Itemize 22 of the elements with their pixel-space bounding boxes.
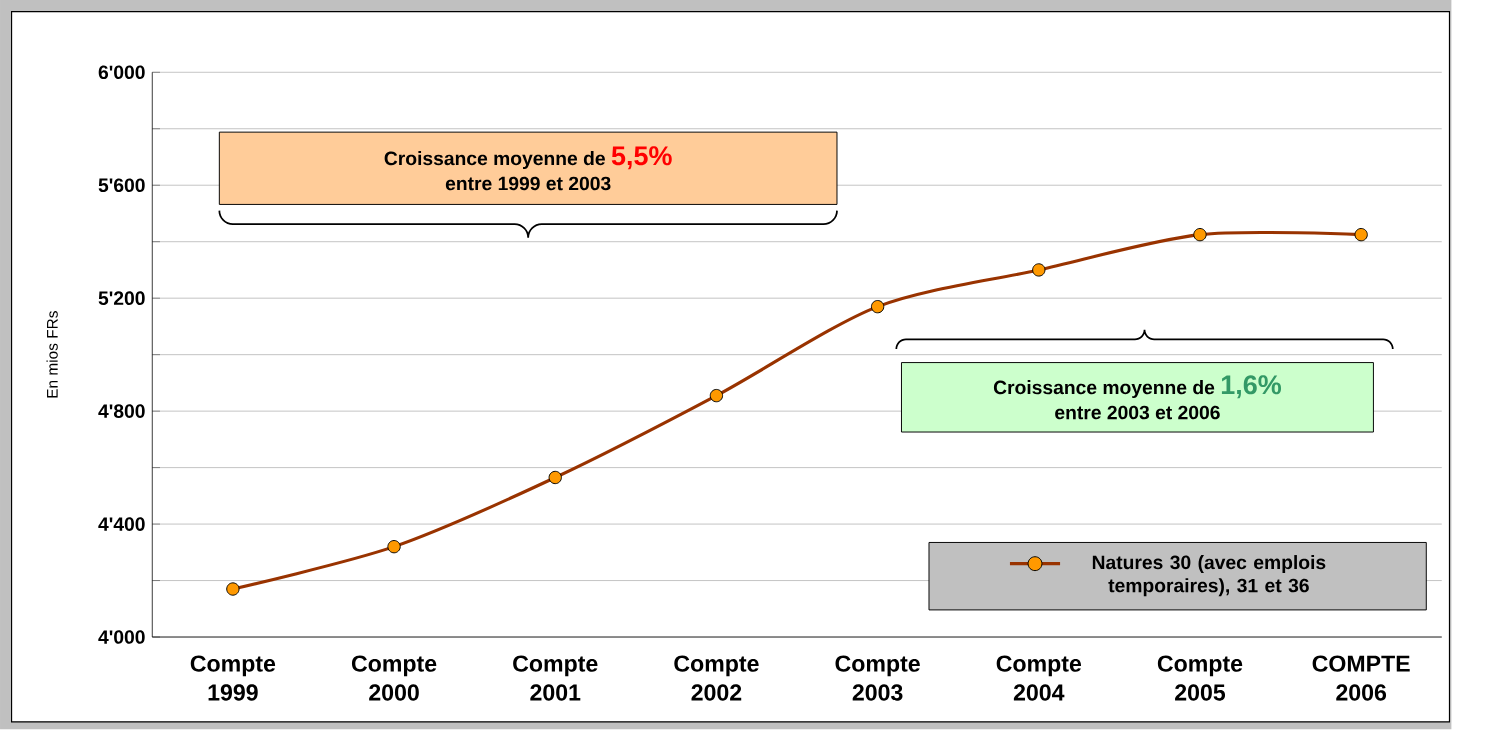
annotation: 1,6% <box>1221 375 1282 399</box>
x-tick-label: Compte 2004 <box>996 655 1082 701</box>
y-tick-label: 4'800 <box>98 404 145 419</box>
x-tick-label: Compte 2001 <box>513 655 598 701</box>
annotation: entre 2003 et 2006 <box>1055 405 1220 420</box>
annotation: Croissance moyenne de <box>993 380 1215 399</box>
x-tick-label: COMPTE 2006 <box>1312 655 1410 701</box>
y-tick-label: 5'600 <box>98 178 145 193</box>
x-tick-label: Compte 2002 <box>674 655 759 701</box>
annotation: entre 1999 et 2003 <box>445 176 611 191</box>
annotation: Croissance moyenne de <box>384 151 605 170</box>
y-tick-label: 4'000 <box>98 630 145 645</box>
annotation: 5,5% <box>611 146 672 170</box>
y-tick-label: 4'400 <box>98 517 145 532</box>
y-tick-label: 5'200 <box>98 291 145 306</box>
x-tick-label: Compte 1999 <box>190 655 276 701</box>
legend-label: Natures 30 (avec emplois temporaires), 31 et 36 <box>1092 555 1326 597</box>
y-axis-title: En mios FRs <box>46 311 58 398</box>
x-tick-label: Compte 2003 <box>835 655 920 701</box>
x-tick-label: Compte 2000 <box>351 655 437 701</box>
x-tick-label: Compte 2005 <box>1157 655 1243 701</box>
y-tick-label: 6'000 <box>98 65 145 80</box>
